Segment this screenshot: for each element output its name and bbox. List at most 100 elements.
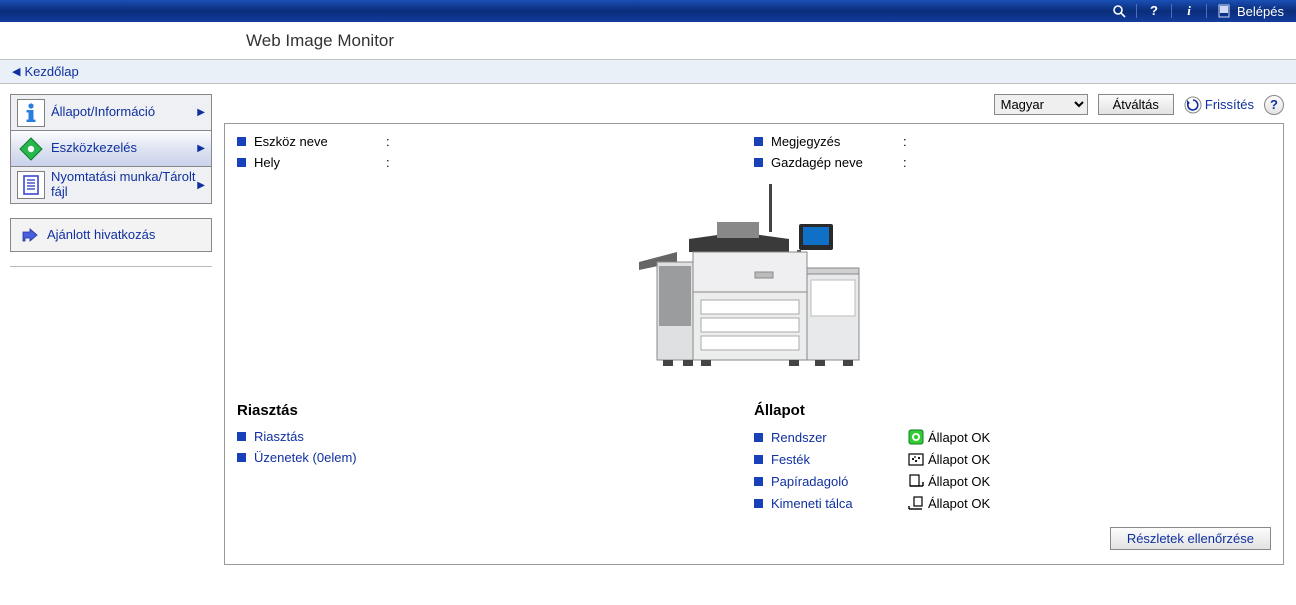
- search-icon[interactable]: [1112, 4, 1126, 18]
- language-select[interactable]: Magyar: [994, 94, 1088, 115]
- status-text: Állapot OK: [928, 452, 1271, 467]
- svg-text:?: ?: [1150, 4, 1158, 18]
- nav-group-recommend: Ajánlott hivatkozás: [10, 218, 212, 252]
- info-icon[interactable]: i: [1182, 4, 1196, 18]
- info-separator: :: [903, 134, 913, 149]
- main-content: Magyar Átváltás Frissítés ? Eszköz neve …: [212, 84, 1296, 585]
- info-separator: :: [386, 134, 396, 149]
- bullet-icon: [754, 137, 763, 146]
- topbar: ? i Belépés: [0, 0, 1296, 22]
- nav-group-main: Állapot/Információ ▶ Eszközkezelés ▶ Nyo…: [10, 94, 212, 204]
- alarm-link-row: Üzenetek (0elem): [237, 450, 754, 465]
- bullet-icon: [237, 432, 246, 441]
- status-row-output-tray: Kimeneti tálca: [754, 496, 904, 511]
- nav-label: Ajánlott hivatkozás: [47, 228, 205, 243]
- nav-device-mgmt[interactable]: Eszközkezelés ▶: [11, 131, 211, 167]
- status-link-system[interactable]: Rendszer: [771, 430, 827, 445]
- login-icon: [1217, 4, 1231, 18]
- status-row-toner: Festék: [754, 452, 904, 467]
- status-text: Állapot OK: [928, 496, 1271, 511]
- device-mgmt-icon: [17, 135, 45, 163]
- bullet-icon: [237, 158, 246, 167]
- device-panel: Eszköz neve : Hely : Megjegyzés: [224, 123, 1284, 565]
- status-link-input-tray[interactable]: Papíradagoló: [771, 474, 848, 489]
- nav-print-stored[interactable]: Nyomtatási munka/Tárolt fájl ▶: [11, 167, 211, 203]
- svg-text:i: i: [1187, 4, 1191, 18]
- device-info-grid: Eszköz neve : Hely : Megjegyzés: [237, 134, 1271, 176]
- status-text: Állapot OK: [928, 430, 1271, 445]
- messages-link[interactable]: Üzenetek (0elem): [254, 450, 357, 465]
- topbar-separator: [1136, 4, 1137, 18]
- alarm-link-row: Riasztás: [237, 429, 754, 444]
- nav-label: Nyomtatási munka/Tárolt fájl: [51, 170, 205, 200]
- chevron-right-icon: ▶: [197, 180, 205, 191]
- info-icon: [17, 99, 45, 127]
- bullet-icon: [237, 137, 246, 146]
- info-separator: :: [903, 155, 913, 170]
- info-row-comment: Megjegyzés :: [754, 134, 1271, 149]
- input-tray-icon: [904, 473, 928, 489]
- info-row-hostname: Gazdagép neve :: [754, 155, 1271, 170]
- info-row-device-name: Eszköz neve :: [237, 134, 754, 149]
- bullet-icon: [754, 499, 763, 508]
- nav-recommend-link[interactable]: Ajánlott hivatkozás: [11, 219, 211, 251]
- status-title: Állapot: [754, 402, 1271, 419]
- details-button[interactable]: Részletek ellenőrzése: [1110, 527, 1271, 550]
- breadcrumb: ◀ Kezdőlap: [0, 60, 1296, 84]
- printer-image: [237, 184, 1271, 384]
- refresh-link[interactable]: Frissítés: [1184, 96, 1254, 114]
- sidebar-divider: [10, 266, 212, 267]
- app-title: Web Image Monitor: [246, 31, 394, 51]
- alarm-link[interactable]: Riasztás: [254, 429, 304, 444]
- topbar-separator: [1206, 4, 1207, 18]
- nav-label: Eszközkezelés: [51, 141, 205, 156]
- status-row-input-tray: Papíradagoló: [754, 474, 904, 489]
- device-info-col-right: Megjegyzés : Gazdagép neve :: [754, 134, 1271, 176]
- sidebar: Állapot/Információ ▶ Eszközkezelés ▶ Nyo…: [0, 84, 212, 267]
- help-button[interactable]: ?: [1264, 95, 1284, 115]
- nav-label: Állapot/Információ: [51, 105, 205, 120]
- topbar-separator: [1171, 4, 1172, 18]
- refresh-icon: [1184, 96, 1202, 114]
- help-icon[interactable]: ?: [1147, 4, 1161, 18]
- login-link[interactable]: Belépés: [1217, 4, 1284, 19]
- output-tray-icon: [904, 495, 928, 511]
- info-label: Eszköz neve: [254, 134, 386, 149]
- bullet-icon: [754, 433, 763, 442]
- info-label: Gazdagép neve: [771, 155, 903, 170]
- switch-button[interactable]: Átváltás: [1098, 94, 1174, 115]
- status-section: Állapot Rendszer Állapot OK Festék: [754, 402, 1271, 511]
- utility-row: Magyar Átváltás Frissítés ?: [224, 94, 1284, 115]
- breadcrumb-home[interactable]: Kezdőlap: [24, 64, 78, 79]
- chevron-right-icon: ▶: [197, 107, 205, 118]
- login-label: Belépés: [1237, 4, 1284, 19]
- status-link-toner[interactable]: Festék: [771, 452, 810, 467]
- chevron-right-icon: ▶: [197, 143, 205, 154]
- main-layout: Állapot/Információ ▶ Eszközkezelés ▶ Nyo…: [0, 84, 1296, 585]
- bullet-icon: [237, 453, 246, 462]
- bullet-icon: [754, 455, 763, 464]
- alarm-section: Riasztás Riasztás Üzenetek (0elem): [237, 402, 754, 511]
- nav-status-info[interactable]: Állapot/Információ ▶: [11, 95, 211, 131]
- status-link-output-tray[interactable]: Kimeneti tálca: [771, 496, 853, 511]
- document-icon: [17, 171, 45, 199]
- info-separator: :: [386, 155, 396, 170]
- alarm-title: Riasztás: [237, 402, 754, 419]
- info-row-location: Hely :: [237, 155, 754, 170]
- status-row-system: Rendszer: [754, 430, 904, 445]
- system-ok-icon: [904, 429, 928, 445]
- device-info-col-left: Eszköz neve : Hely :: [237, 134, 754, 176]
- panel-footer: Részletek ellenőrzése: [237, 527, 1271, 550]
- bullet-icon: [754, 477, 763, 486]
- lower-sections: Riasztás Riasztás Üzenetek (0elem) Állap…: [237, 402, 1271, 511]
- status-text: Állapot OK: [928, 474, 1271, 489]
- info-label: Megjegyzés: [771, 134, 903, 149]
- info-label: Hely: [254, 155, 386, 170]
- status-grid: Rendszer Állapot OK Festék: [754, 429, 1271, 511]
- refresh-label: Frissítés: [1205, 97, 1254, 112]
- breadcrumb-chevron-icon: ◀: [12, 65, 20, 78]
- external-link-icon: [17, 227, 43, 243]
- bullet-icon: [754, 158, 763, 167]
- toner-icon: [904, 451, 928, 467]
- app-title-row: Web Image Monitor: [0, 22, 1296, 60]
